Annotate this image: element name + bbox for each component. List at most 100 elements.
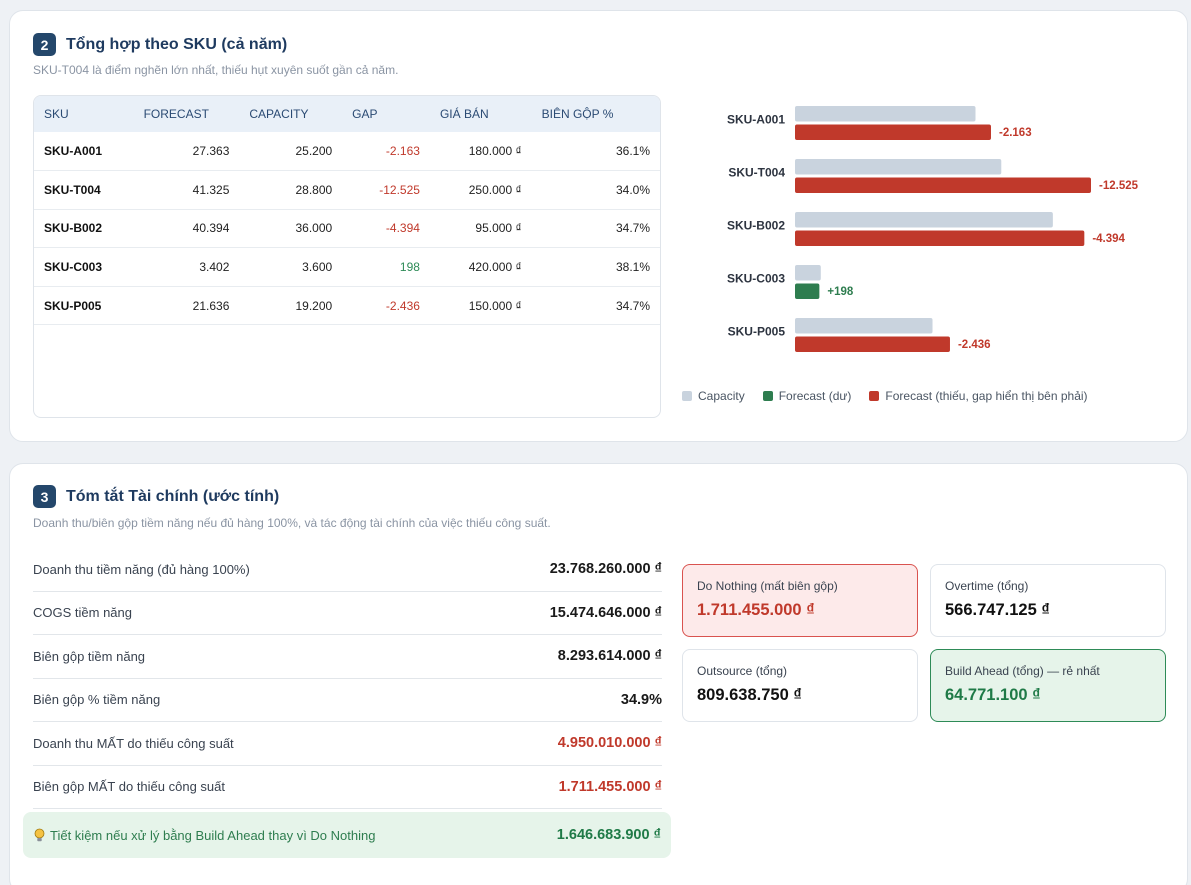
cell-capacity: 3.600 (239, 247, 343, 287)
forecast-bar (795, 124, 991, 140)
scenario-value: 809.638.750 ₫ (697, 686, 802, 704)
chart-legend: Capacity Forecast (dư) Forecast (thiếu, … (682, 389, 1088, 403)
cell-price: 180.000 ₫ (429, 132, 532, 172)
metric-label: Doanh thu tiềm năng (đủ hàng 100%) (33, 561, 250, 577)
gap-value-label: +198 (827, 286, 854, 298)
chart-category-label: SKU-B002 (727, 219, 785, 233)
cell-margin: 34.7% (531, 209, 660, 249)
scenario-value: 64.771.100 ₫ (945, 686, 1041, 704)
column-header-forecast[interactable]: FORECAST (143, 107, 209, 121)
capacity-bar (795, 212, 1053, 228)
column-header-price[interactable]: GIÁ BÁN (439, 107, 489, 121)
column-header-sku[interactable]: SKU (44, 107, 69, 121)
savings-label-wrap: Tiết kiệm nếu xử lý bằng Build Ahead tha… (33, 828, 375, 843)
cell-margin: 38.1% (531, 247, 660, 287)
metric-value: 8.293.614.000 ₫ (557, 648, 662, 665)
gap-value-label: -2.163 (999, 127, 1032, 139)
capacity-bar (795, 265, 821, 281)
metric-label: Biên gộp tiềm năng (33, 648, 146, 664)
finance-row-lost-revenue: Doanh thu MẤT do thiếu công suất 4.950.0… (33, 722, 662, 766)
metric-label: COGS tiềm năng (33, 605, 132, 621)
cell-gap: 198 (342, 247, 430, 287)
chart-category-label: SKU-C003 (727, 272, 785, 286)
cell-gap: -2.436 (342, 286, 430, 326)
column-header-margin[interactable]: BIÊN GỘP % (541, 107, 614, 121)
legend-item-shortage: Forecast (thiếu, gap hiển thị bên phải) (869, 389, 1088, 403)
finance-row-gross-margin-pct: Biên gộp % tiềm năng 34.9% (33, 679, 662, 722)
gap-bar-chart: SKU-A001 -2.163 SKU-T004 -12.525 SKU-B002 -4.… (727, 106, 1139, 352)
legend-swatch-shortage (869, 391, 880, 401)
sku-section-header: 2 Tổng hợp theo SKU (cả năm) (33, 33, 287, 56)
metric-label: Biên gộp MẤT do thiếu công suất (33, 779, 225, 795)
cell-forecast: 3.402 (133, 247, 240, 287)
metric-label: Biên gộp % tiềm năng (33, 692, 161, 708)
savings-highlight: Tiết kiệm nếu xử lý bằng Build Ahead tha… (23, 812, 671, 858)
cell-forecast: 41.325 (133, 170, 240, 210)
column-header-capacity[interactable]: CAPACITY (249, 107, 309, 121)
legend-swatch-surplus (762, 391, 773, 401)
lightbulb-icon (34, 828, 45, 841)
finance-row-lost-margin: Biên gộp MẤT do thiếu công suất 1.711.45… (33, 766, 662, 809)
sku-summary-card: 2 Tổng hợp theo SKU (cả năm) SKU-T004 là… (9, 10, 1188, 442)
cell-price: 250.000 ₫ (429, 170, 532, 210)
column-header-gap[interactable]: GAP (352, 107, 378, 121)
metric-value: 34.9% (620, 691, 662, 708)
scenario-card-do-nothing: Do Nothing (mất biên gộp) 1.711.455.000 … (682, 564, 918, 637)
forecast-bar (795, 230, 1085, 246)
forecast-bar (795, 336, 950, 352)
table-row: SKU-A001 27.363 25.200 -2.163 180.000 ₫ … (34, 132, 660, 172)
forecast-bar (795, 177, 1091, 193)
finance-metrics-list: Doanh thu tiềm năng (đủ hàng 100%) 23.76… (33, 548, 662, 809)
scenario-label: Overtime (tổng) (945, 579, 1029, 593)
cell-price: 150.000 ₫ (429, 286, 532, 326)
legend-item-capacity: Capacity (682, 389, 745, 403)
scenario-card-overtime: Overtime (tổng) 566.747.125 ₫ (930, 564, 1166, 637)
cell-price: 95.000 ₫ (429, 209, 532, 249)
scenario-card-build-ahead: Build Ahead (tổng) — rẻ nhất 64.771.100 … (930, 649, 1166, 722)
cell-gap: -2.163 (342, 132, 430, 172)
metric-value: 23.768.260.000 ₫ (549, 561, 662, 578)
gap-value-label: -4.394 (1092, 233, 1125, 245)
finance-section-header: 3 Tóm tắt Tài chính (ước tính) (33, 485, 279, 508)
section-subtitle: Doanh thu/biên gộp tiềm năng nếu đủ hàng… (33, 516, 551, 530)
scenario-label: Outsource (tổng) (697, 664, 788, 678)
capacity-bar (795, 106, 976, 122)
legend-item-surplus: Forecast (dư) (762, 389, 852, 403)
section-title: Tổng hợp theo SKU (cả năm) (66, 35, 288, 53)
table-header-row: SKU FORECAST CAPACITY GAP GIÁ BÁN BIÊN G… (34, 96, 660, 132)
section-number-badge: 3 (33, 485, 56, 508)
table-row: SKU-P005 21.636 19.200 -2.436 150.000 ₫ … (34, 286, 660, 326)
cell-forecast: 27.363 (133, 132, 240, 172)
finance-summary-card: 3 Tóm tắt Tài chính (ước tính) Doanh thu… (9, 463, 1188, 885)
cell-capacity: 28.800 (239, 170, 343, 210)
chart-category-label: SKU-P005 (728, 325, 786, 339)
cell-forecast: 40.394 (133, 209, 240, 249)
legend-label-shortage: Forecast (thiếu, gap hiển thị bên phải) (885, 389, 1088, 403)
cell-capacity: 25.200 (239, 132, 343, 172)
cell-sku: SKU-B002 (34, 209, 134, 249)
cell-sku: SKU-P005 (34, 286, 134, 326)
cell-forecast: 21.636 (133, 286, 240, 326)
capacity-bar (795, 318, 933, 334)
chart-category-label: SKU-A001 (727, 113, 785, 127)
cell-sku: SKU-A001 (34, 132, 134, 172)
cell-sku: SKU-C003 (34, 247, 134, 287)
cell-gap: -4.394 (342, 209, 430, 249)
table-row: SKU-B002 40.394 36.000 -4.394 95.000 ₫ 3… (34, 209, 660, 249)
legend-swatch-capacity (682, 391, 692, 401)
table-row: SKU-C003 3.402 3.600 198 420.000 ₫ 38.1% (34, 247, 660, 287)
cell-sku: SKU-T004 (34, 170, 134, 210)
cell-capacity: 19.200 (239, 286, 343, 326)
cell-gap: -12.525 (342, 170, 430, 210)
savings-value: 1.646.683.900 ₫ (556, 827, 661, 843)
section-number-badge: 2 (33, 33, 56, 56)
finance-row-revenue: Doanh thu tiềm năng (đủ hàng 100%) 23.76… (33, 548, 662, 592)
forecast-bar (795, 283, 820, 299)
cell-margin: 34.0% (531, 170, 660, 210)
section-subtitle: SKU-T004 là điểm nghẽn lớn nhất, thiếu h… (33, 63, 399, 77)
cell-margin: 34.7% (531, 286, 660, 326)
legend-label-surplus: Forecast (dư) (778, 389, 852, 403)
legend-label-capacity: Capacity (698, 389, 745, 403)
savings-label: Tiết kiệm nếu xử lý bằng Build Ahead tha… (50, 827, 376, 843)
chart-category-label: SKU-T004 (728, 166, 785, 180)
